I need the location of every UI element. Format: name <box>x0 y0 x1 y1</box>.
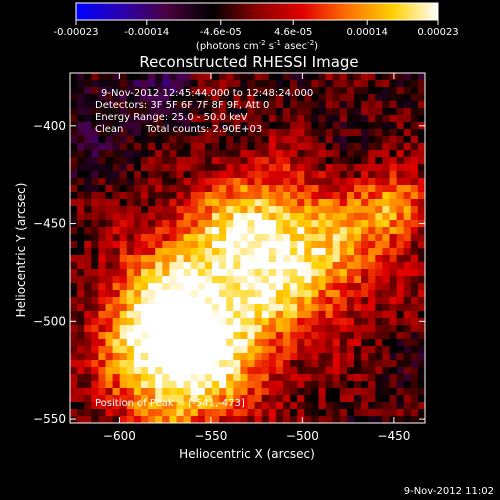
annotation-block: 9-Nov-2012 12:45:44.000 to 12:48:24.000 … <box>95 88 313 409</box>
y-tick-label: −450 <box>33 217 66 231</box>
clean-text: Clean <box>95 124 123 135</box>
peak-position-text: Position of Peak = [-541,-473] <box>95 398 245 409</box>
y-tick-label: −500 <box>33 314 66 328</box>
chart-title: Reconstructed RHESSI Image <box>139 53 358 71</box>
y-tick-label: −400 <box>33 119 66 133</box>
energy-range-text: Energy Range: 25.0 - 50.0 keV <box>95 112 248 123</box>
colorbar-tick-label: -4.6e-05 <box>200 27 242 38</box>
y-axis-label: Heliocentric Y (arcsec) <box>14 183 28 318</box>
time-range-text: 9-Nov-2012 12:45:44.000 to 12:48:24.000 <box>101 88 313 99</box>
colorbar: -0.00023 -0.00014 -4.6e-05 4.6e-05 0.00014 0.… <box>54 2 459 52</box>
colorbar-tick-label: 0.00023 <box>417 27 458 38</box>
x-tick-label: −450 <box>377 429 410 443</box>
colorbar-tick-label: 4.6e-05 <box>274 27 312 38</box>
colorbar-ticks: -0.00023 -0.00014 -4.6e-05 4.6e-05 0.00014 0.… <box>54 20 459 38</box>
x-tick-label: −550 <box>194 429 227 443</box>
colorbar-tick-label: 0.00014 <box>346 27 387 38</box>
plot-frame <box>69 72 426 424</box>
total-counts-text: Total counts: 2.90E+03 <box>145 124 262 135</box>
x-tick-label: −600 <box>103 429 136 443</box>
y-tick-label: −550 <box>33 412 66 426</box>
axis-ticks: −600 −550 −500 −450 −400 −450 −500 −550 <box>33 73 425 443</box>
heatmap-image <box>70 73 425 423</box>
colorbar-tick-label: -0.00023 <box>54 27 99 38</box>
detectors-text: Detectors: 3F 5F 6F 7F 8F 9F, Att 0 <box>95 100 269 111</box>
x-tick-label: −500 <box>286 429 319 443</box>
footer-timestamp: 9-Nov-2012 11:02 <box>404 486 494 497</box>
colorbar-tick-label: -0.00014 <box>124 27 169 38</box>
colorbar-strip <box>75 2 439 21</box>
colorbar-units: (photons cm-2 s-1 asec-2) <box>196 39 318 52</box>
x-axis-label: Heliocentric X (arcsec) <box>179 447 315 461</box>
